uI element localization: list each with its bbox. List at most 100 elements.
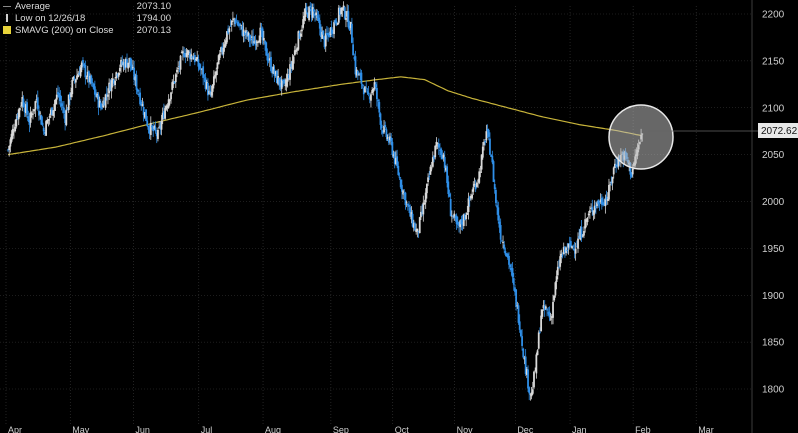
candle-body	[27, 116, 30, 122]
candle-body	[466, 212, 469, 215]
candle-body	[508, 255, 510, 265]
candle-body	[412, 223, 415, 228]
legend-low-value: 1794.00	[136, 12, 171, 24]
candle-body	[475, 182, 478, 187]
candle-body	[486, 128, 489, 132]
candle-body	[465, 215, 468, 220]
candle-body	[473, 183, 476, 187]
candle-body	[345, 18, 347, 20]
candle-body	[436, 143, 439, 144]
candle-body	[567, 243, 570, 248]
candle-body	[118, 68, 121, 72]
candle-body	[566, 250, 569, 252]
candle-body	[510, 267, 513, 270]
candle-body	[484, 141, 487, 143]
candle-body	[229, 25, 232, 27]
candle-body	[298, 32, 301, 39]
candle-body	[201, 68, 203, 70]
candle-body	[63, 107, 65, 114]
candle-body	[529, 393, 532, 395]
candle-body	[543, 306, 546, 311]
candle-body	[491, 155, 494, 163]
legend-average-row: Average 2073.10	[3, 0, 171, 12]
candle-body	[391, 142, 394, 155]
candle-body	[455, 215, 458, 225]
x-tick-label: Jul	[201, 425, 213, 433]
candle-body	[254, 40, 257, 46]
candle-body	[348, 25, 351, 31]
candle-body	[278, 77, 281, 85]
candle-body	[453, 213, 456, 218]
candle-body	[597, 200, 600, 205]
legend-sma-value: 2070.13	[136, 24, 171, 36]
candle-body	[261, 28, 264, 41]
candle-body	[349, 21, 352, 29]
candle-body	[176, 69, 178, 73]
candle-body	[370, 94, 372, 101]
candle-body	[290, 63, 293, 67]
candle-body	[461, 221, 464, 225]
candle-body	[79, 67, 82, 77]
candle-body	[35, 98, 38, 100]
candle-body	[40, 115, 43, 125]
candle-body	[199, 69, 202, 71]
candle-body	[606, 199, 609, 201]
candle-body	[489, 138, 491, 155]
low-marker-icon	[6, 14, 8, 22]
candle-body	[631, 168, 634, 175]
candle-body	[174, 74, 177, 83]
candle-body	[161, 112, 164, 120]
x-tick-label: Sep	[333, 425, 349, 433]
candle-body	[362, 87, 365, 95]
candle-body	[141, 104, 144, 106]
candle-body	[320, 26, 322, 38]
candle-body	[323, 36, 326, 48]
candle-body	[309, 5, 312, 8]
candle-body	[364, 86, 366, 93]
candle-body	[615, 164, 617, 167]
candle-body	[423, 202, 426, 205]
candle-body	[397, 165, 400, 175]
candle-body	[524, 356, 527, 374]
candle-body	[478, 171, 481, 183]
candle-body	[104, 94, 107, 108]
candle-body	[130, 64, 133, 71]
candle-body	[291, 60, 294, 69]
candle-body	[96, 93, 99, 98]
candle-body	[539, 331, 541, 333]
candle-body	[277, 76, 280, 85]
candle-body	[460, 218, 463, 225]
candle-body	[324, 33, 327, 47]
candle-body	[405, 201, 408, 203]
candle-body	[114, 80, 116, 86]
x-tick-label: Apr	[8, 425, 22, 433]
candle-body	[202, 66, 205, 78]
candle-body	[68, 93, 71, 100]
candle-body	[146, 120, 149, 126]
candle-body	[598, 204, 601, 206]
candle-body	[454, 216, 457, 219]
candle-body	[383, 125, 385, 133]
sma-200-line	[7, 76, 642, 156]
candle-body	[15, 118, 18, 127]
candle-body	[434, 145, 437, 158]
candle-body	[573, 248, 576, 251]
candle-body	[283, 79, 285, 84]
candle-body	[617, 156, 620, 167]
highlight-circle	[608, 104, 674, 170]
candle-body	[286, 74, 289, 82]
candle-body	[36, 97, 39, 109]
x-tick-label: Oct	[395, 425, 410, 433]
candle-body	[448, 194, 451, 197]
candle-body	[379, 113, 382, 125]
candle-body	[128, 57, 131, 64]
candle-body	[474, 184, 477, 190]
candle-body	[153, 126, 156, 129]
candle-body	[139, 92, 141, 105]
candle-body	[546, 309, 548, 311]
candle-body	[26, 102, 28, 115]
x-tick-label: Aug	[265, 425, 281, 433]
candle-body	[483, 141, 485, 146]
candle-body	[505, 253, 508, 257]
